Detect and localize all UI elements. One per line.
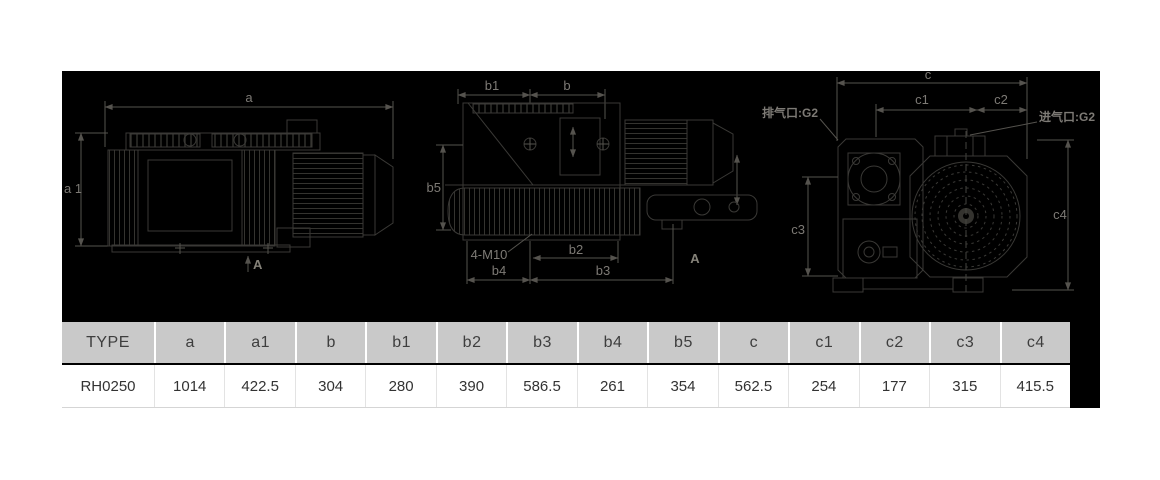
casing-top (462, 102, 621, 241)
column-header: c3 (931, 322, 1000, 363)
fan-cowl (374, 154, 394, 236)
pump-housing (137, 149, 243, 247)
column-header: c2 (860, 322, 930, 363)
dim-label-b5: b5 (427, 180, 441, 195)
table-cell: 354 (648, 365, 718, 407)
foot-pad (832, 277, 864, 293)
column-header: b3 (508, 322, 577, 363)
pump-fins (107, 149, 139, 247)
table-header-row: TYPE a a1 b b1 b2 b3 b4 b5 c c1 c2 c3 c4 (62, 322, 1070, 363)
dimension-table: TYPE a a1 b b1 b2 b3 b4 b5 c c1 c2 c3 c4… (62, 322, 1070, 408)
table-cell: 586.5 (507, 365, 577, 407)
column-header: b (296, 322, 366, 363)
dim-label-a: a (245, 90, 253, 105)
table-cell: 422.5 (225, 365, 295, 407)
junction-box-top (559, 117, 601, 176)
top-view: b1 b b5 4-M10 b2 b4 b (427, 78, 758, 284)
table-cell: 562.5 (718, 365, 789, 407)
intake-port-label: 进气口:G2 (1039, 109, 1095, 124)
dim-label-b1: b1 (485, 78, 499, 93)
exhaust-port-label: 排气口:G2 (762, 105, 818, 120)
junction-box (286, 119, 318, 134)
drawing-svg: a a 1 A b1 b (64, 71, 1095, 296)
fan-grille (911, 161, 1021, 271)
dim-label-b: b (563, 78, 570, 93)
dim-label-b4: b4 (492, 263, 506, 278)
column-header: b4 (578, 322, 648, 363)
front-view: c c1 c2 排气口:G2 进气口:G2 (762, 71, 1095, 296)
table-cell: 1014 (155, 365, 225, 407)
dim-label-c2: c2 (994, 92, 1008, 107)
base-feet (111, 244, 291, 253)
dim-label-a1: a 1 (64, 181, 82, 196)
column-header-type: TYPE (62, 322, 154, 363)
dim-label-b3: b3 (596, 263, 610, 278)
exhaust-box (646, 194, 758, 221)
coupling-fins (241, 149, 276, 247)
cooling-fins-top (447, 187, 641, 236)
dim-label-c3: c3 (791, 222, 805, 237)
column-header: c1 (790, 322, 859, 363)
intake-flange (934, 135, 986, 157)
column-header: b2 (437, 322, 507, 363)
column-header: a1 (226, 322, 295, 363)
column-header: a (156, 322, 225, 363)
table-cell: 304 (295, 365, 366, 407)
table-cell: 390 (436, 365, 507, 407)
column-header: c4 (1001, 322, 1070, 363)
table-row: RH0250 1014 422.5 304 280 390 586.5 261 … (62, 365, 1070, 408)
section-label-a: A (253, 257, 263, 272)
table-cell: 261 (577, 365, 648, 407)
column-header: b5 (649, 322, 718, 363)
dim-label-c: c (925, 71, 932, 82)
table-cell: 177 (859, 365, 930, 407)
exhaust-port-circle (847, 152, 901, 206)
column-header: c (719, 322, 789, 363)
column-header: b1 (367, 322, 436, 363)
fan-shroud (909, 155, 1028, 278)
table-cell: 254 (789, 365, 859, 407)
lifting-eye (183, 133, 197, 147)
motor-fins (292, 152, 364, 238)
table-cell: 280 (366, 365, 436, 407)
motor-top (624, 119, 688, 186)
side-view: a a 1 A (64, 90, 394, 272)
dim-label-b2: b2 (569, 242, 583, 257)
table-cell: 315 (930, 365, 1000, 407)
lifting-eye (233, 133, 247, 147)
thread-callout: 4-M10 (471, 247, 508, 262)
section-label-a: A (690, 251, 700, 266)
dim-label-c4: c4 (1053, 207, 1067, 222)
foot-pad (952, 277, 984, 293)
cell-type: RH0250 (62, 365, 154, 407)
table-cell: 415.5 (1000, 365, 1070, 407)
dim-label-c1: c1 (915, 92, 929, 107)
